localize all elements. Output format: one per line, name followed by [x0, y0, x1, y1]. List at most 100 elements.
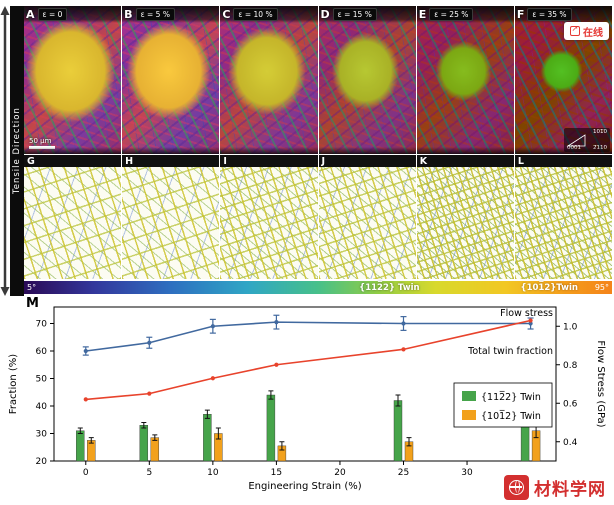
- x-tick-label: 30: [461, 468, 473, 478]
- twin-map-panel-k: K: [416, 155, 514, 279]
- data-point: [210, 324, 215, 329]
- data-point: [147, 391, 152, 396]
- panel-header: J: [318, 155, 416, 167]
- twin-map-panel-l: L: [514, 155, 613, 279]
- panel-letter: J: [321, 155, 326, 167]
- panel-letter: I: [223, 155, 227, 167]
- ipf-key-label: 0001: [567, 145, 582, 151]
- colorbar-max-label: 95°: [594, 282, 609, 292]
- x-tick-label: 15: [271, 468, 282, 478]
- bar: [203, 414, 212, 462]
- line-series: [85, 321, 531, 352]
- chart-annotation: Total twin fraction: [467, 346, 553, 357]
- globe-logo-icon: [504, 475, 529, 500]
- bar: [150, 437, 160, 462]
- x-tick-label: 5: [146, 468, 152, 478]
- ebsd-micrograph-texture: [416, 6, 514, 154]
- ebsd-micrograph-texture: [24, 6, 122, 154]
- right-tick-label: 0.4: [563, 438, 578, 448]
- open-link-icon: [570, 24, 580, 36]
- watermark-logo-text: 材料学网: [534, 480, 606, 500]
- left-tick-label: 20: [36, 457, 48, 467]
- twin-map-texture: [220, 155, 318, 279]
- strain-badge: ε = 10 %: [233, 8, 278, 21]
- data-point: [401, 321, 406, 326]
- left-tick-label: 60: [36, 347, 48, 357]
- panel-header: L: [514, 155, 613, 167]
- online-overlay-badge[interactable]: 在线: [564, 22, 609, 40]
- ebsd-micrograph-texture: [318, 6, 416, 154]
- tensile-direction-label: Tensile Direction: [12, 107, 22, 195]
- colorbar-twin2-label: {101̅2}Twin: [520, 282, 578, 293]
- twin-map-texture: [416, 155, 514, 279]
- data-point: [83, 348, 88, 354]
- bar: [76, 430, 85, 462]
- watermark-logo: 材料学网: [504, 475, 606, 500]
- data-point: [83, 397, 88, 402]
- ipf-color-key: 0001 101̅0 2̅110: [564, 128, 611, 152]
- x-tick-label: 20: [334, 468, 346, 478]
- strain-badge: ε = 25 %: [429, 8, 474, 21]
- data-point: [528, 318, 533, 323]
- ipf-key-label: 101̅0: [593, 129, 608, 135]
- ipf-key-label: 2̅110: [593, 145, 608, 151]
- ebsd-micrograph-texture: [122, 6, 220, 154]
- panel-letter: F: [516, 8, 525, 21]
- left-tick-label: 30: [36, 430, 48, 440]
- twin-map-texture: [514, 155, 613, 279]
- data-point: [528, 321, 533, 326]
- panel-header: G: [24, 155, 122, 167]
- panel-letter: G: [27, 155, 35, 167]
- ebsd-micrograph-texture: [220, 6, 318, 154]
- twin-map-texture: [24, 155, 122, 279]
- legend-label: {112̅2} Twin: [481, 391, 541, 403]
- data-point: [401, 347, 406, 352]
- legend-swatch: [462, 410, 476, 420]
- panel-m-label: M: [26, 296, 39, 311]
- right-axis-title: Flow Stress (GPa): [595, 340, 606, 427]
- twin-map-texture: [122, 155, 220, 279]
- data-point: [274, 362, 279, 367]
- x-tick-label: 25: [398, 468, 409, 478]
- panel-letter: K: [419, 155, 428, 167]
- twin-map-panel-i: I: [220, 155, 318, 279]
- bar: [393, 400, 403, 462]
- tensile-direction-strip: Tensile Direction: [10, 6, 24, 296]
- strain-badge: ε = 0: [37, 8, 68, 21]
- left-tick-label: 50: [36, 375, 48, 385]
- scale-bar-line: [29, 146, 55, 149]
- panel-letter: D: [320, 8, 330, 21]
- left-axis-title: Fraction (%): [8, 354, 19, 414]
- strain-badge: ε = 5 %: [135, 8, 175, 21]
- panel-letter: C: [222, 8, 231, 21]
- panel-letter: H: [125, 155, 134, 167]
- strain-badge: ε = 35 %: [527, 8, 572, 21]
- panel-header: H: [122, 155, 220, 167]
- colorbar-min-label: 5°: [27, 282, 37, 292]
- panel-letter: A: [26, 8, 35, 21]
- right-tick-label: 1.0: [563, 322, 578, 332]
- colorbar-twin1-label: {112̅2} Twin: [359, 282, 420, 293]
- twin-boundary-map-row: G H I J K L: [24, 155, 613, 279]
- panel-header: I: [220, 155, 318, 167]
- double-arrow-icon: [0, 6, 10, 296]
- panel-letter: E: [418, 8, 427, 21]
- online-badge-label: 在线: [583, 27, 603, 39]
- x-axis-title: Engineering Strain (%): [248, 481, 361, 492]
- strain-badge: ε = 15 %: [332, 8, 377, 21]
- data-point: [210, 376, 215, 381]
- x-tick-label: 10: [207, 468, 219, 478]
- scale-bar: 50 μm: [29, 137, 55, 149]
- panel-letter: B: [124, 8, 133, 21]
